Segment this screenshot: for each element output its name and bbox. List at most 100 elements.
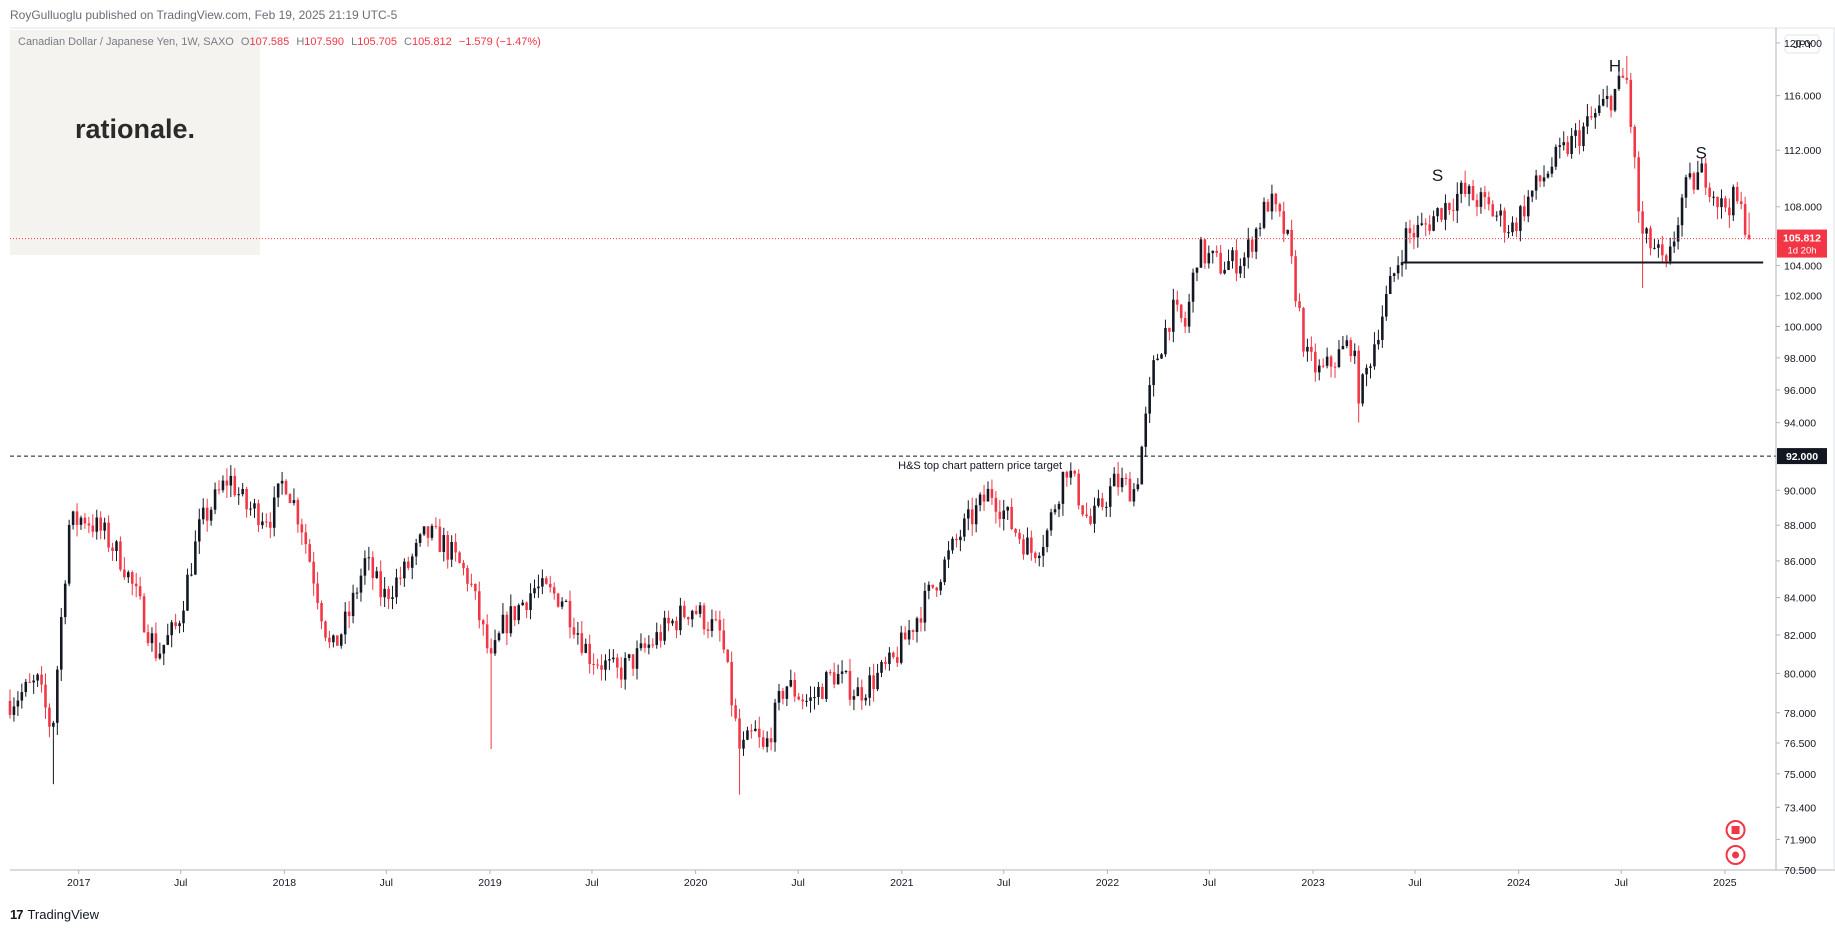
- candle-body: [896, 657, 899, 663]
- candle-body: [576, 633, 580, 635]
- target-badge-label: 92.000: [1786, 451, 1818, 463]
- candle-body: [119, 541, 122, 570]
- candle-body: [986, 488, 990, 502]
- candle-body: [1538, 175, 1542, 182]
- candle-body: [1069, 470, 1073, 478]
- candle-body: [1061, 471, 1065, 504]
- tradingview-logo-icon: 17: [10, 907, 24, 922]
- candle-body: [268, 521, 272, 528]
- candle-body: [205, 507, 209, 521]
- candle-body: [765, 738, 769, 747]
- candle-body: [1034, 552, 1037, 559]
- candle-body: [1452, 209, 1455, 211]
- candle-body: [56, 669, 59, 723]
- candle-body: [982, 494, 986, 502]
- candle-body: [1262, 201, 1266, 228]
- candle-body: [1546, 173, 1550, 178]
- axes-layer: JPY 70.500 71.900 73.400 75.000 76.500 78.000 8…: [10, 27, 1835, 889]
- candle-body: [142, 596, 146, 633]
- candle-body: [1621, 75, 1625, 78]
- candle-body: [939, 582, 942, 591]
- candle-body: [359, 575, 363, 593]
- currency-box: [1784, 34, 1820, 54]
- candle-body: [351, 592, 355, 617]
- candle-body: [1014, 529, 1017, 533]
- candle-body: [320, 603, 323, 622]
- candle-body: [1369, 366, 1372, 368]
- target-line-text: H&S top chart pattern price target: [898, 460, 1062, 472]
- publisher-line: RoyGulluoglu published on TradingView.co…: [10, 8, 398, 22]
- candle-body: [1223, 269, 1226, 274]
- candle-body: [1148, 385, 1151, 414]
- candle-body: [659, 632, 662, 641]
- candle-body: [138, 586, 142, 597]
- candle-body: [63, 583, 67, 618]
- candle-body: [1550, 166, 1554, 174]
- candle-body: [568, 600, 572, 628]
- candle-body: [103, 522, 106, 531]
- candle-body: [367, 557, 371, 559]
- candle-body: [8, 700, 12, 715]
- candle-body: [395, 577, 398, 598]
- candle-body: [450, 541, 453, 560]
- candle-body: [1388, 275, 1392, 294]
- candle-body: [12, 706, 16, 715]
- y-tick-label: 104.000: [1784, 260, 1822, 272]
- legend-h-value: 107.590: [304, 36, 344, 48]
- legend-symbol: Canadian Dollar / Japanese Yen, 1W, SAXO: [18, 36, 234, 48]
- candle-body: [1018, 532, 1021, 540]
- candle-body: [1487, 197, 1491, 205]
- candle-body: [825, 672, 828, 699]
- candle-body: [1294, 256, 1297, 302]
- candle-body: [308, 544, 311, 562]
- candle-body: [67, 524, 71, 584]
- candle-body: [1432, 216, 1435, 231]
- candle-body: [769, 738, 773, 743]
- candle-body: [477, 591, 481, 621]
- y-tick-label: 82.000: [1784, 630, 1816, 642]
- candle-body: [355, 592, 359, 594]
- candle-body: [513, 606, 517, 621]
- candle-body: [1357, 350, 1360, 404]
- candle-body: [702, 605, 706, 630]
- candle-body: [446, 535, 450, 560]
- candle-body: [44, 684, 47, 708]
- candle-body: [1392, 273, 1396, 276]
- candle-body: [332, 635, 335, 643]
- candle-body: [690, 610, 694, 620]
- candle-body: [1609, 96, 1613, 111]
- candle-body: [363, 558, 367, 576]
- candle-body: [1282, 211, 1286, 234]
- candle-body: [840, 671, 844, 674]
- candle-body: [24, 681, 28, 693]
- candle-body: [1739, 201, 1743, 205]
- candle-body: [1290, 229, 1293, 257]
- x-tick-label: Jul: [1408, 877, 1421, 889]
- candle-body: [426, 526, 430, 538]
- candle-body: [249, 508, 252, 510]
- candle-body: [1258, 227, 1262, 229]
- candle-body: [915, 618, 919, 632]
- candle-body: [1010, 506, 1013, 530]
- candle-body: [1672, 241, 1676, 247]
- candle-body: [722, 630, 726, 650]
- y-tick-label: 96.000: [1784, 385, 1816, 397]
- candle-body: [1455, 193, 1459, 211]
- candle-body: [817, 686, 820, 698]
- candle-body: [821, 686, 824, 699]
- candle-body: [52, 722, 55, 727]
- candle-body: [671, 620, 674, 624]
- candle-body: [485, 624, 489, 649]
- candle-body: [1345, 340, 1349, 347]
- candle-body: [1428, 224, 1431, 231]
- candle-body: [521, 602, 524, 606]
- candle-body: [1041, 546, 1045, 556]
- candle-body: [884, 661, 887, 664]
- candle-body: [111, 547, 114, 551]
- candle-body: [87, 523, 91, 526]
- candle-body: [1586, 116, 1589, 127]
- candle-body: [738, 718, 741, 749]
- x-tick-label: 2017: [67, 877, 91, 889]
- candle-body: [1329, 356, 1333, 367]
